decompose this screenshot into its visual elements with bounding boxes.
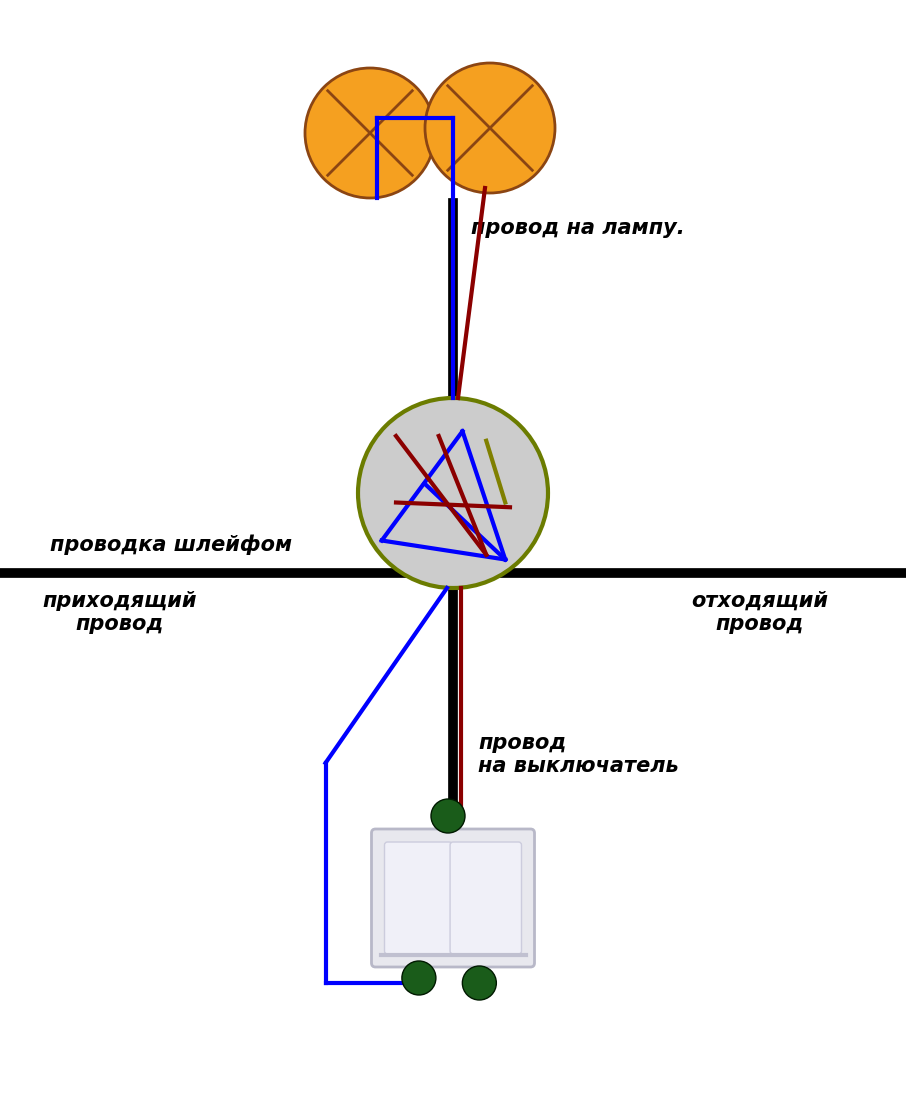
Text: отходящий
провод: отходящий провод xyxy=(691,591,828,634)
Text: приходящий
провод: приходящий провод xyxy=(43,591,198,634)
Circle shape xyxy=(462,966,496,999)
Circle shape xyxy=(358,398,548,588)
Circle shape xyxy=(402,961,436,995)
FancyBboxPatch shape xyxy=(384,843,452,954)
Circle shape xyxy=(425,63,555,193)
Text: проводка шлейфом: проводка шлейфом xyxy=(50,534,292,555)
Circle shape xyxy=(431,799,465,833)
Circle shape xyxy=(305,68,435,198)
FancyBboxPatch shape xyxy=(371,829,535,967)
Text: провод
на выключатель: провод на выключатель xyxy=(478,733,679,776)
FancyBboxPatch shape xyxy=(450,843,522,954)
Text: провод на лампу.: провод на лампу. xyxy=(471,218,685,238)
